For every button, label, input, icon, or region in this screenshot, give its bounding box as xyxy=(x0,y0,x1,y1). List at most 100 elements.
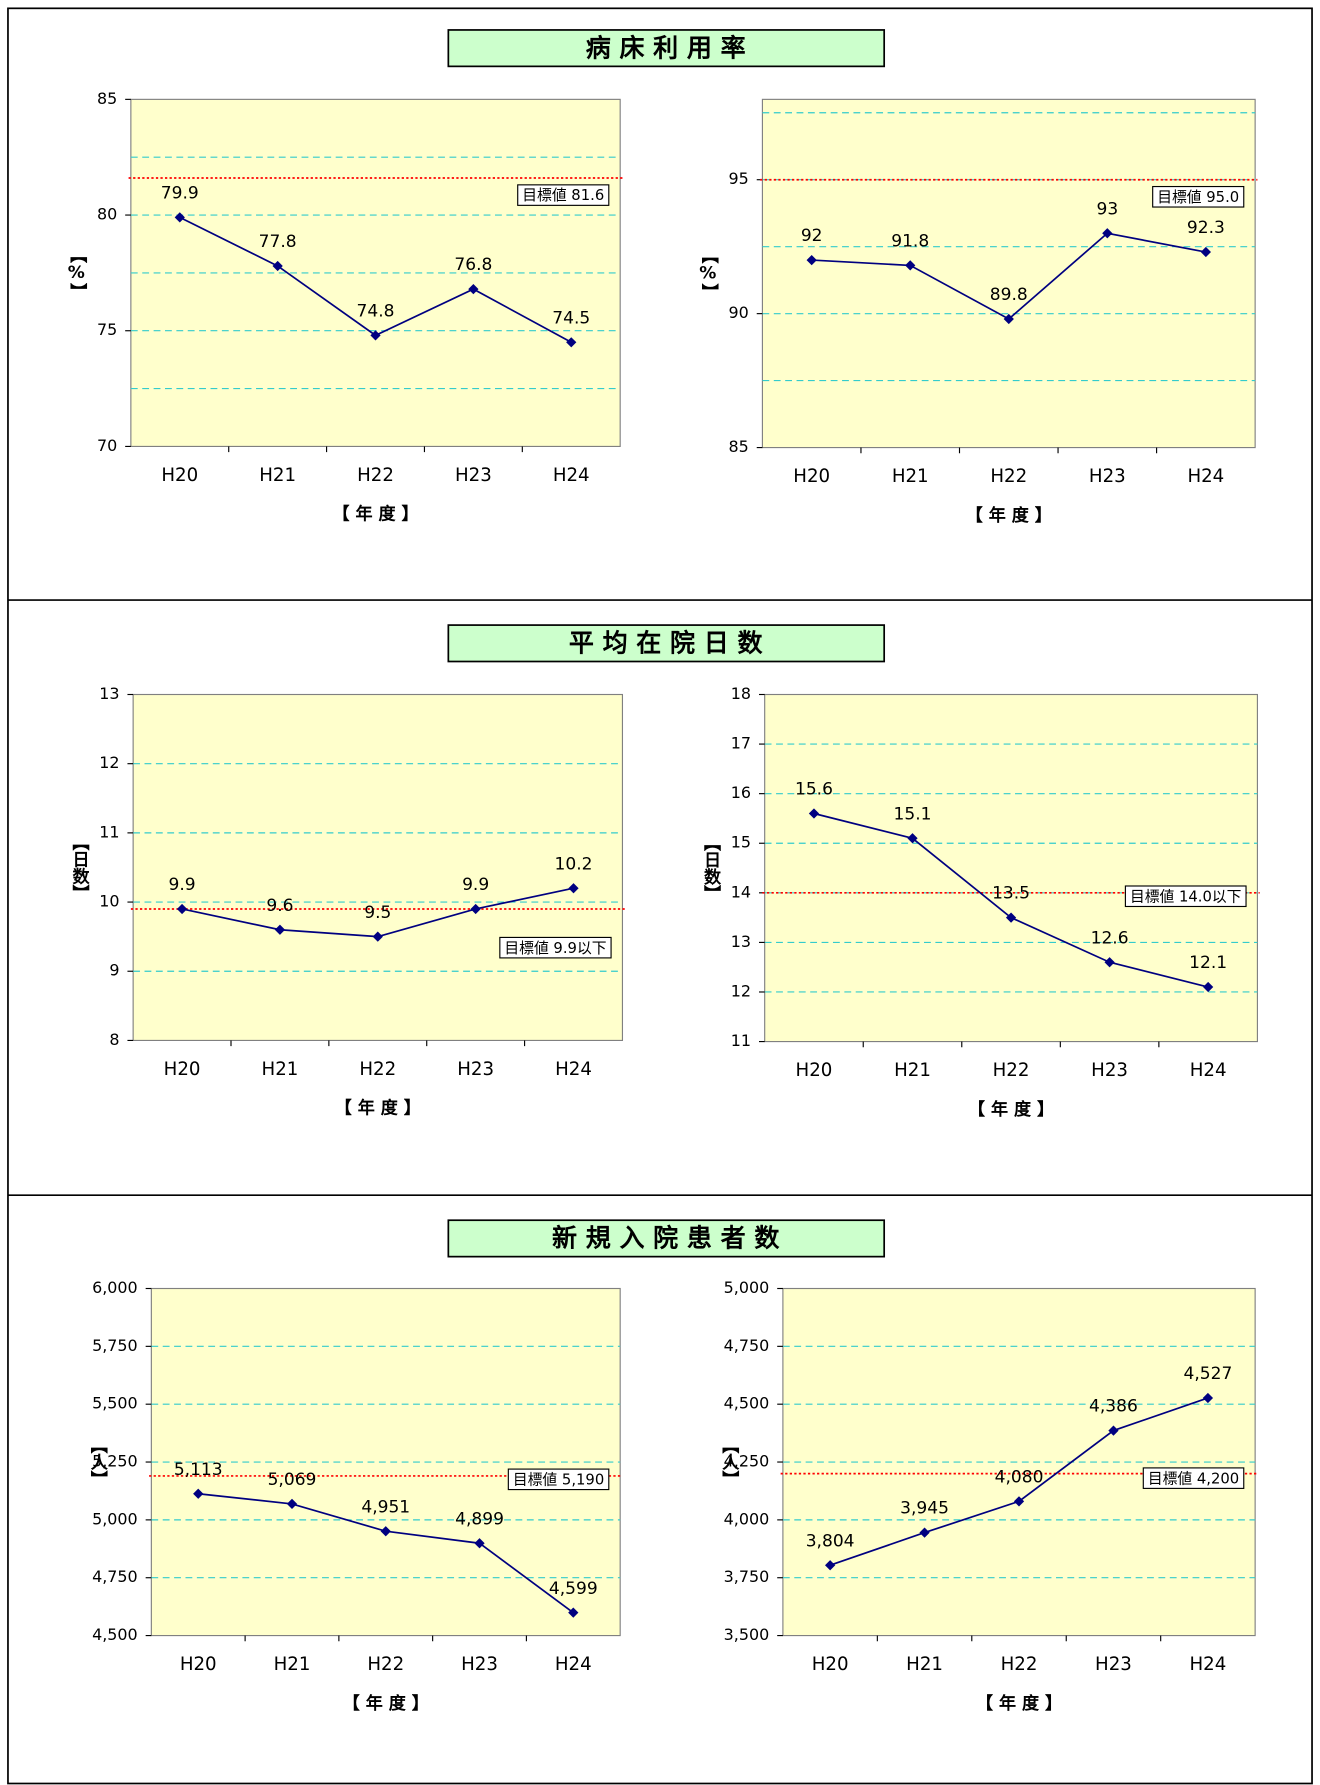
point xyxy=(176,903,188,915)
target-label-box xyxy=(1142,1467,1245,1489)
x-tick-label: H21 xyxy=(906,1654,943,1675)
x-tick-label: H20 xyxy=(164,1059,201,1080)
y-tick-label: 16 xyxy=(731,783,751,802)
target-label-box xyxy=(1152,185,1245,208)
value-label: 10.2 xyxy=(555,854,593,874)
y-tick-label: 13 xyxy=(99,684,119,703)
y-tick-label: 3,500 xyxy=(724,1625,770,1644)
frame xyxy=(7,7,1313,1785)
target-label: 目標値 5,190 xyxy=(513,1471,604,1488)
target-label-box xyxy=(1124,885,1247,908)
value-label: 5,069 xyxy=(268,1470,317,1490)
y-tick-label: 4,750 xyxy=(92,1567,138,1586)
y-tick-label: 4,750 xyxy=(724,1336,770,1355)
value-label: 76.8 xyxy=(454,255,492,275)
value-label: 15.1 xyxy=(894,804,932,824)
y-tick-label: 75 xyxy=(97,320,117,339)
section-title: 平 均 在 院 日 数 xyxy=(569,628,764,657)
point xyxy=(905,260,916,271)
x-tick-label: H24 xyxy=(1187,466,1224,487)
y-tick-label: 70 xyxy=(97,436,117,455)
point xyxy=(1003,313,1014,325)
y-tick-label: 9 xyxy=(109,961,119,980)
x-tick-label: H22 xyxy=(990,466,1027,487)
point xyxy=(286,1498,298,1510)
x-tick-label: H24 xyxy=(1189,1654,1226,1675)
y-tick-label: 85 xyxy=(728,437,748,456)
plot-area xyxy=(764,693,1258,1043)
y-tick-label: 8 xyxy=(109,1030,119,1049)
target-label-box xyxy=(499,936,612,959)
x-tick-label: H22 xyxy=(1001,1654,1038,1675)
y-tick-label: 18 xyxy=(731,684,751,703)
y-axis-label: 【日数】 xyxy=(700,834,721,902)
x-tick-label: H24 xyxy=(1190,1060,1227,1081)
point xyxy=(1108,1425,1119,1436)
value-label: 77.8 xyxy=(259,232,297,252)
value-label: 5,113 xyxy=(174,1460,223,1480)
point xyxy=(1013,1496,1025,1507)
y-tick-label: 5,500 xyxy=(92,1394,138,1413)
section-title-box xyxy=(447,624,886,663)
x-tick-label: H22 xyxy=(359,1059,396,1080)
value-label: 92 xyxy=(801,226,823,246)
point xyxy=(174,212,185,223)
value-label: 4,599 xyxy=(549,1579,598,1599)
y-tick-label: 10 xyxy=(99,892,119,911)
point xyxy=(1005,912,1017,923)
y-tick-label: 95 xyxy=(728,169,748,188)
y-tick-label: 90 xyxy=(728,303,748,322)
point xyxy=(468,283,479,295)
plot-area xyxy=(761,98,1256,449)
value-label: 89.8 xyxy=(990,285,1028,305)
point xyxy=(566,337,577,348)
point xyxy=(568,1607,579,1618)
x-tick-label: H20 xyxy=(796,1060,833,1081)
x-tick-label: H23 xyxy=(457,1059,494,1080)
section-title: 病 床 利 用 率 xyxy=(586,33,746,62)
point xyxy=(1202,1392,1214,1404)
y-axis-label: 【日数】 xyxy=(69,833,90,901)
y-tick-label: 17 xyxy=(731,734,751,753)
x-axis-label: 【 年 度 】 xyxy=(343,1693,429,1714)
x-tick-label: H20 xyxy=(793,466,830,487)
target-label: 目標値 14.0以下 xyxy=(1130,888,1242,905)
value-label: 3,804 xyxy=(806,1531,855,1551)
y-tick-label: 13 xyxy=(731,932,751,951)
y-tick-label: 5,000 xyxy=(92,1509,138,1528)
value-label: 3,945 xyxy=(900,1499,949,1519)
value-label: 4,386 xyxy=(1089,1397,1138,1417)
target-label: 目標値 81.6 xyxy=(522,187,604,204)
target-label: 目標値 4,200 xyxy=(1148,1470,1239,1487)
value-label: 9.5 xyxy=(364,903,391,923)
y-axis-label: 【人】 xyxy=(718,1436,739,1487)
value-label: 9.6 xyxy=(266,896,293,916)
y-tick-label: 12 xyxy=(731,981,751,1000)
x-tick-label: H21 xyxy=(259,465,296,486)
x-tick-label: H23 xyxy=(461,1654,498,1675)
x-axis-label: 【 年 度 】 xyxy=(968,1099,1054,1120)
target-label-box xyxy=(507,1468,610,1491)
x-tick-label: H24 xyxy=(553,465,590,486)
target-label: 目標値 9.9以下 xyxy=(504,940,606,957)
x-tick-label: H21 xyxy=(892,466,929,487)
y-tick-label: 4,500 xyxy=(92,1625,138,1644)
y-tick-label: 4,500 xyxy=(724,1394,770,1413)
plot-area xyxy=(132,693,624,1041)
y-tick-label: 14 xyxy=(731,882,751,901)
value-label: 4,080 xyxy=(995,1467,1044,1487)
point xyxy=(907,833,918,844)
x-axis-label: 【 年 度 】 xyxy=(966,505,1052,526)
value-label: 74.8 xyxy=(357,301,395,321)
value-label: 92.3 xyxy=(1187,218,1225,238)
x-axis-label: 【 年 度 】 xyxy=(976,1693,1062,1714)
x-tick-label: H20 xyxy=(180,1654,217,1675)
x-tick-label: H24 xyxy=(555,1654,592,1675)
point xyxy=(568,883,579,894)
x-tick-label: H21 xyxy=(894,1060,931,1081)
y-tick-label: 15 xyxy=(731,833,751,852)
value-label: 93 xyxy=(1096,199,1118,219)
section-title: 新 規 入 院 患 者 数 xyxy=(552,1224,780,1253)
y-tick-label: 11 xyxy=(731,1031,751,1050)
